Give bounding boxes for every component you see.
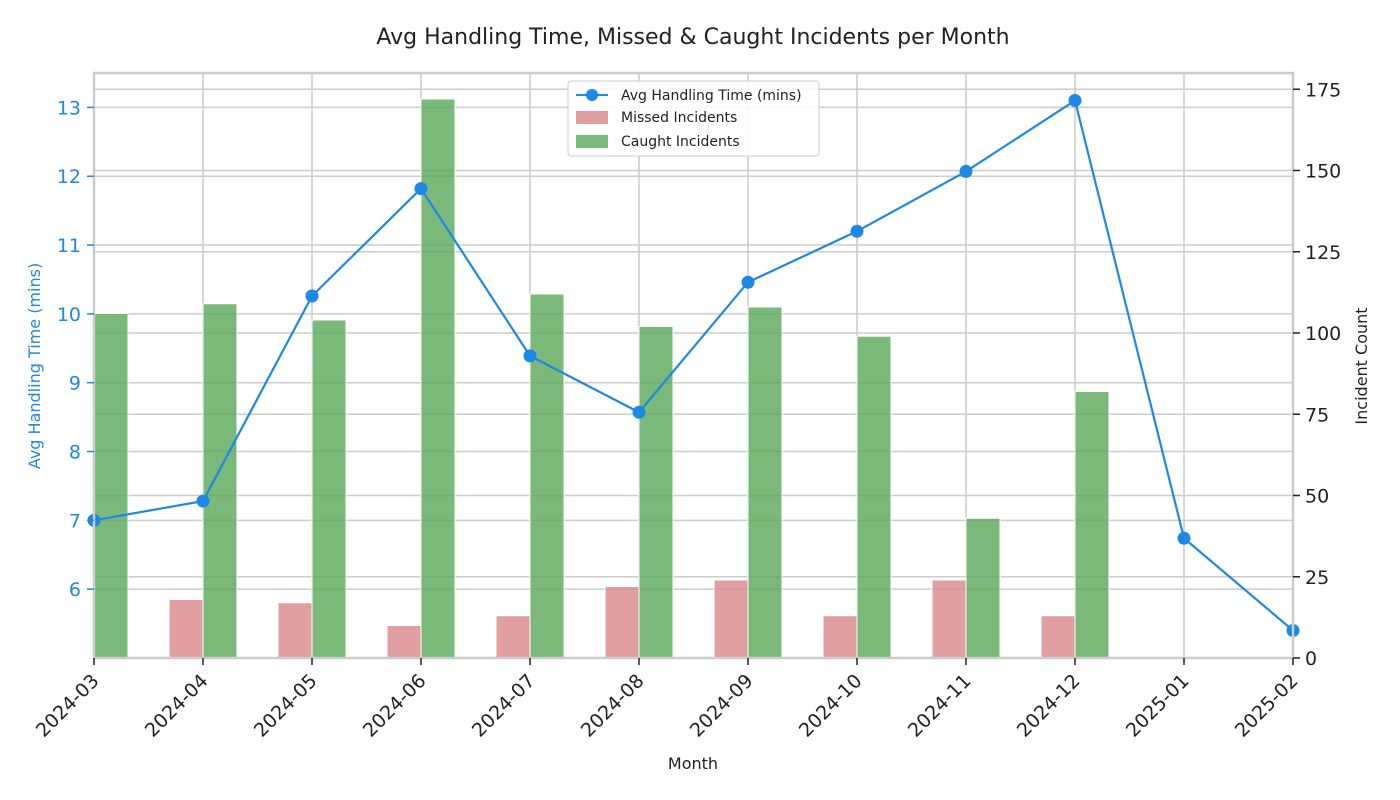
tick-label-x: 2024-11 [904,670,976,742]
bar-missed [386,625,422,659]
y-axis-label-right: Incident Count [1352,307,1371,424]
tick-label-left: 11 [57,235,81,257]
tick-label-left: 12 [57,166,81,188]
legend-swatch-missed [576,111,608,124]
tick-label-left: 13 [57,97,81,119]
tick-label-x: 2024-09 [686,670,758,742]
legend-swatch-caught [576,135,608,148]
tick-label-left: 6 [69,579,81,601]
bar-missed [713,579,749,659]
bar-missed [495,615,531,659]
point-handling-time [632,405,646,419]
tick-label-left: 9 [69,373,81,395]
legend-label-missed: Missed Incidents [621,110,737,126]
tick-label-x: 2024-04 [141,670,213,742]
tick-label-right: 0 [1305,648,1317,670]
chart-title: Avg Handling Time, Missed & Caught Incid… [376,25,1009,50]
bar-caught [1074,391,1110,659]
bar-missed [931,579,967,659]
bar-caught [856,335,892,659]
tick-label-x: 2024-12 [1013,670,1085,742]
tick-label-right: 75 [1305,404,1329,426]
legend: Avg Handling Time (mins) Missed Incident… [567,80,820,157]
bar-caught [420,98,456,659]
bars [93,98,1110,659]
point-handling-time [1177,531,1191,545]
tick-label-right: 50 [1305,486,1329,508]
tick-label-x: 2024-08 [577,670,649,742]
tick-label-right: 150 [1305,161,1341,183]
x-axis-label: Month [668,754,718,773]
point-handling-time [523,349,537,363]
bar-caught [311,319,347,659]
point-handling-time [305,289,319,303]
tick-label-x: 2024-06 [359,670,431,742]
bar-missed [277,602,313,659]
legend-box [567,80,820,157]
bar-caught [638,326,674,659]
bar-missed [168,599,204,659]
tick-label-x: 2024-03 [32,670,104,742]
legend-label-handling-time: Avg Handling Time (mins) [621,88,802,104]
y-axis-label-left: Avg Handling Time (mins) [25,263,44,469]
tick-label-right: 25 [1305,567,1329,589]
bar-caught [747,306,783,659]
point-handling-time [1068,94,1082,108]
point-handling-time [741,275,755,289]
tick-label-left: 10 [57,304,81,326]
bar-caught [93,313,129,659]
bar-caught [965,517,1001,659]
bar-missed [822,615,858,659]
tick-label-x: 2024-10 [795,670,867,742]
line-handling-time [93,98,1294,632]
bar-caught [202,303,238,659]
tick-label-right: 125 [1305,242,1341,264]
point-handling-time [850,224,864,238]
tick-label-x: 2024-05 [250,670,322,742]
tick-label-x: 2024-07 [468,670,540,742]
tick-label-left: 7 [69,510,81,532]
tick-label-right: 100 [1305,323,1341,345]
legend-line-marker [586,89,598,101]
plot-frame [92,71,1295,660]
legend-label-caught: Caught Incidents [621,134,740,150]
line-series [87,94,1300,637]
point-handling-time [196,494,210,508]
tick-label-x: 2025-02 [1231,670,1303,742]
bar-caught [529,293,565,659]
bar-missed [604,586,640,659]
tick-label-x: 2025-01 [1122,670,1194,742]
tick-label-left: 8 [69,442,81,464]
plot-border [92,71,1295,660]
bar-missed [1040,615,1076,659]
tick-label-right: 175 [1305,79,1341,101]
point-handling-time [959,164,973,178]
point-handling-time [414,182,428,196]
